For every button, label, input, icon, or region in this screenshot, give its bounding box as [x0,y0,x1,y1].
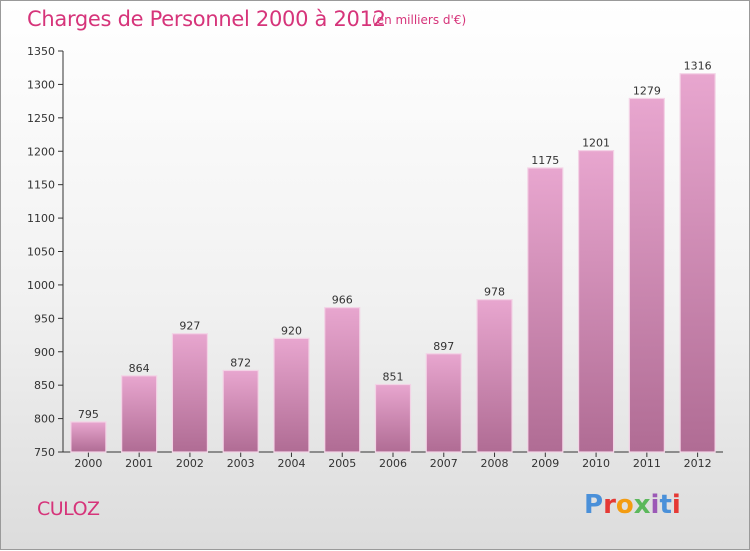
data-label: 978 [484,286,505,299]
commune-name: CULOZ [37,498,100,520]
y-tick-label: 1100 [27,212,55,225]
data-label: 1201 [582,137,610,150]
y-tick-label: 1350 [27,45,55,58]
bar [222,369,259,453]
chart-subtitle: (en milliers d'€) [372,13,467,27]
data-label: 1316 [684,60,712,73]
bar [171,333,209,453]
proxiti-logo[interactable]: Proxiti [584,490,681,520]
data-label: 966 [332,294,353,307]
x-tick-label: 2004 [277,457,305,470]
x-tick-label: 2000 [74,457,102,470]
x-tick-label: 2010 [582,457,610,470]
brand-letter: t [659,490,672,520]
brand-letter: o [615,490,634,520]
data-label: 1279 [633,84,661,97]
bar [527,167,564,453]
x-tick-label: 2003 [227,457,255,470]
brand-letter: P [584,490,604,520]
x-tick-label: 2007 [430,457,458,470]
y-tick-label: 800 [34,413,55,426]
y-tick-label: 1000 [27,279,55,292]
brand-letter: x [633,490,651,520]
x-tick-label: 2006 [379,457,407,470]
y-tick-label: 1200 [27,145,55,158]
brand-letter: i [650,490,660,520]
brand-letter: i [671,490,681,520]
data-label: 897 [433,340,454,353]
data-label: 872 [230,356,251,369]
data-label: 795 [78,408,99,421]
bar [628,97,665,453]
bar [476,299,513,453]
bar [273,337,310,453]
y-tick-label: 1150 [27,179,55,192]
bar [121,375,158,453]
y-tick-label: 750 [34,446,55,459]
x-tick-label: 2002 [176,457,204,470]
y-tick-label: 950 [34,312,55,325]
x-tick-label: 2012 [684,457,712,470]
data-label: 927 [179,320,200,333]
x-tick-label: 2005 [328,457,356,470]
bar [679,73,716,453]
brand-letter: r [603,490,616,520]
chart-title: Charges de Personnel 2000 à 2012 [27,7,386,31]
bar [324,307,361,453]
bar [425,353,462,453]
bar [70,421,107,453]
y-tick-label: 1050 [27,246,55,259]
bar [577,149,615,453]
y-tick-label: 900 [34,346,55,359]
y-tick-label: 1300 [27,78,55,91]
data-label: 920 [281,324,302,337]
bar [374,383,412,453]
data-label: 864 [129,362,150,375]
data-label: 851 [383,370,404,383]
x-tick-label: 2011 [633,457,661,470]
x-tick-label: 2001 [125,457,153,470]
y-tick-label: 1250 [27,112,55,125]
y-tick-label: 850 [34,379,55,392]
x-tick-label: 2008 [481,457,509,470]
data-label: 1175 [531,154,559,167]
x-tick-label: 2009 [531,457,559,470]
